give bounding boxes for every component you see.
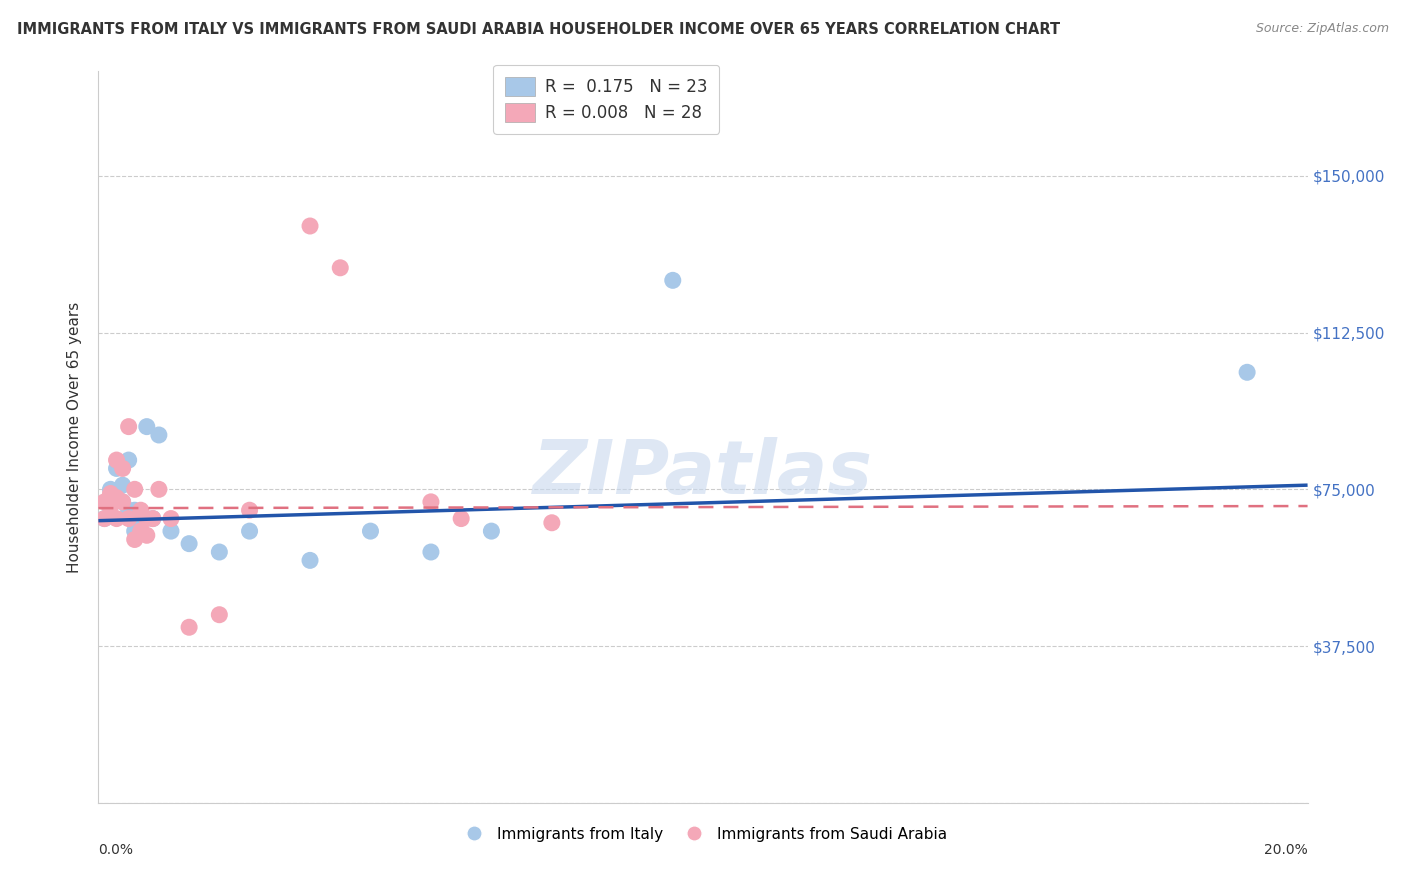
Point bbox=[124, 533, 146, 547]
Point bbox=[118, 503, 141, 517]
Point bbox=[179, 620, 201, 634]
Point bbox=[129, 503, 152, 517]
Point bbox=[111, 461, 134, 475]
Point bbox=[118, 419, 141, 434]
Point bbox=[100, 486, 122, 500]
Point bbox=[93, 511, 115, 525]
Point bbox=[105, 461, 128, 475]
Point bbox=[124, 483, 146, 497]
Text: 20.0%: 20.0% bbox=[1264, 843, 1308, 857]
Point bbox=[135, 528, 157, 542]
Point bbox=[148, 428, 170, 442]
Point bbox=[135, 511, 157, 525]
Point bbox=[93, 511, 115, 525]
Point bbox=[160, 524, 183, 538]
Point bbox=[179, 536, 201, 550]
Point bbox=[420, 495, 443, 509]
Point bbox=[450, 511, 472, 525]
Point bbox=[118, 453, 141, 467]
Point bbox=[111, 495, 134, 509]
Point bbox=[360, 524, 382, 538]
Point bbox=[1236, 365, 1258, 379]
Point bbox=[93, 495, 115, 509]
Point bbox=[124, 503, 146, 517]
Text: Source: ZipAtlas.com: Source: ZipAtlas.com bbox=[1256, 22, 1389, 36]
Point bbox=[239, 524, 262, 538]
Point bbox=[208, 545, 231, 559]
Point bbox=[105, 491, 128, 505]
Point bbox=[329, 260, 352, 275]
Point bbox=[239, 503, 262, 517]
Point bbox=[100, 499, 122, 513]
Point bbox=[208, 607, 231, 622]
Point bbox=[100, 483, 122, 497]
Point bbox=[129, 511, 152, 525]
Point bbox=[118, 511, 141, 525]
Point bbox=[105, 511, 128, 525]
Point bbox=[540, 516, 562, 530]
Point bbox=[142, 511, 165, 525]
Point bbox=[481, 524, 503, 538]
Point bbox=[124, 524, 146, 538]
Legend: Immigrants from Italy, Immigrants from Saudi Arabia: Immigrants from Italy, Immigrants from S… bbox=[453, 821, 953, 847]
Point bbox=[142, 511, 165, 525]
Point bbox=[135, 419, 157, 434]
Text: 0.0%: 0.0% bbox=[98, 843, 134, 857]
Point bbox=[420, 545, 443, 559]
Point bbox=[111, 478, 134, 492]
Text: ZIPatlas: ZIPatlas bbox=[533, 437, 873, 510]
Point bbox=[105, 453, 128, 467]
Point bbox=[129, 524, 152, 538]
Y-axis label: Householder Income Over 65 years: Householder Income Over 65 years bbox=[67, 301, 83, 573]
Point bbox=[111, 495, 134, 509]
Point bbox=[148, 483, 170, 497]
Point bbox=[299, 553, 322, 567]
Point bbox=[160, 511, 183, 525]
Point bbox=[661, 273, 683, 287]
Point bbox=[299, 219, 322, 233]
Text: IMMIGRANTS FROM ITALY VS IMMIGRANTS FROM SAUDI ARABIA HOUSEHOLDER INCOME OVER 65: IMMIGRANTS FROM ITALY VS IMMIGRANTS FROM… bbox=[17, 22, 1060, 37]
